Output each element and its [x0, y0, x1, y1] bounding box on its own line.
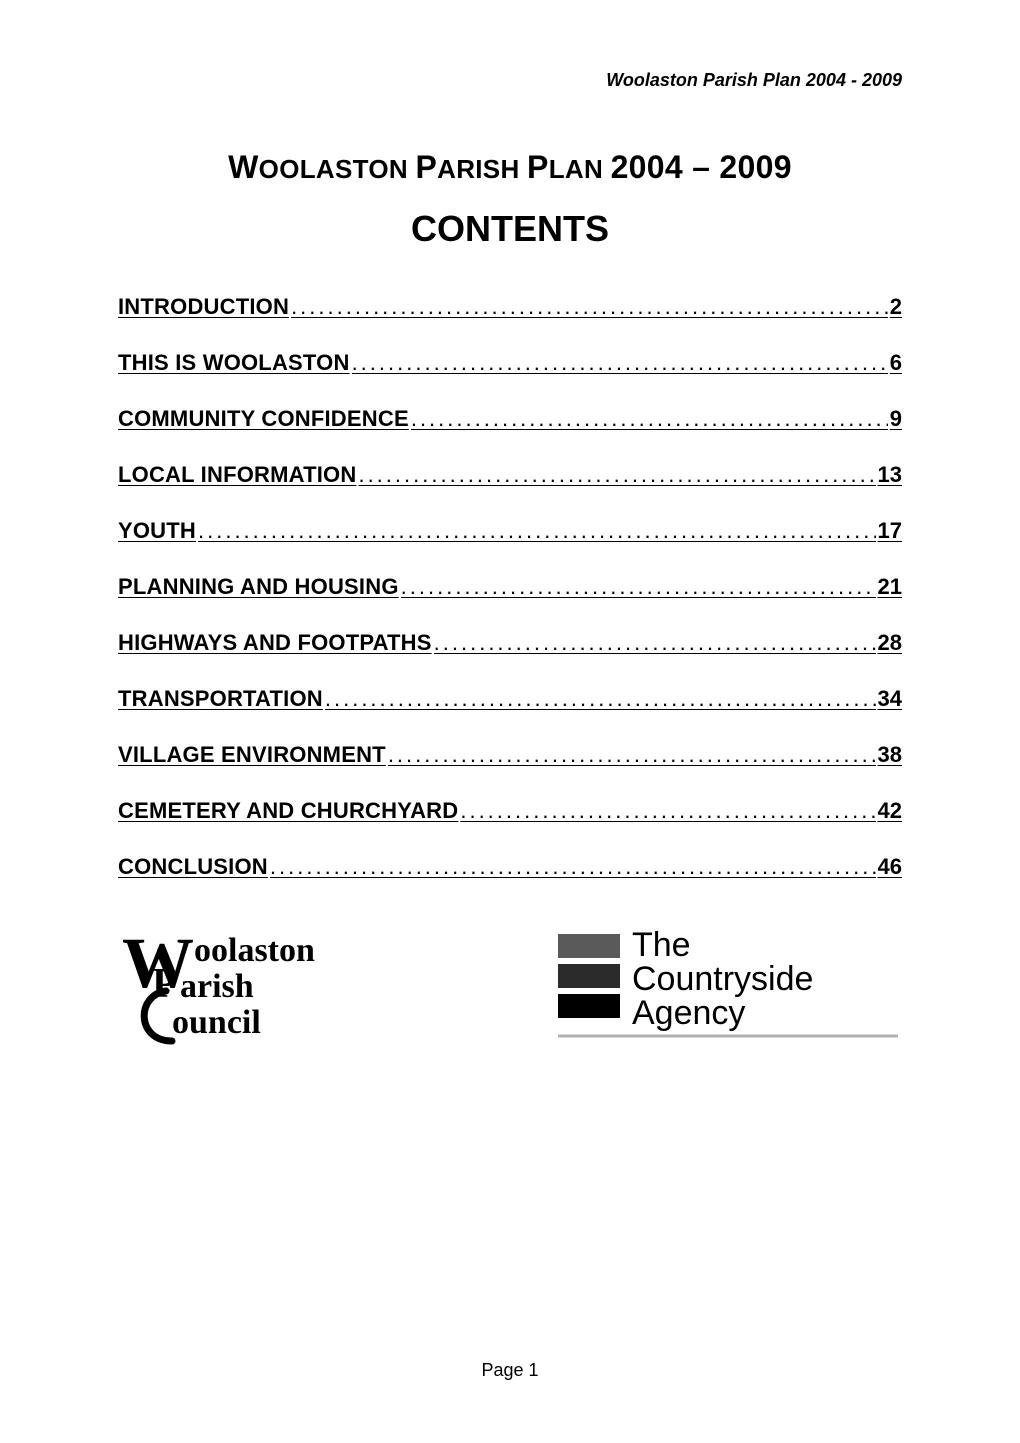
toc-leader — [388, 742, 876, 768]
page: Woolaston Parish Plan 2004 - 2009 WOOLAS… — [0, 0, 1020, 1443]
toc-row: THIS IS WOOLASTON 6 — [118, 350, 902, 376]
ca-text-agency: Agency — [632, 994, 745, 1032]
toc-label: INTRODUCTION — [118, 294, 289, 320]
wpc-logo-ouncil: ouncil — [172, 1004, 261, 1041]
title-sc: ARISH — [437, 154, 527, 184]
toc-leader — [460, 798, 875, 824]
ca-bar-3 — [558, 994, 620, 1018]
ca-text-the: The — [632, 926, 691, 964]
running-header: Woolaston Parish Plan 2004 - 2009 — [118, 70, 902, 91]
page-number: Page 1 — [0, 1360, 1020, 1381]
title-cap: P — [527, 149, 549, 185]
toc-leader — [270, 854, 876, 880]
toc-row: INTRODUCTION 2 — [118, 294, 902, 320]
title-years: 2004 – 2009 — [611, 149, 792, 185]
toc-leader — [411, 406, 888, 432]
toc-page: 38 — [878, 742, 902, 768]
toc-label: CONCLUSION — [118, 854, 268, 880]
logos-row: W oolaston P arish ouncil The Countrysid… — [118, 920, 902, 1050]
ca-bar-1 — [558, 934, 620, 958]
ca-bar-2 — [558, 964, 620, 988]
title-sc: OOLASTON — [259, 154, 416, 184]
toc-leader — [352, 350, 888, 376]
toc-label: THIS IS WOOLASTON — [118, 350, 350, 376]
toc-row: CONCLUSION 46 — [118, 854, 902, 880]
toc-page: 9 — [890, 406, 902, 432]
toc-row: LOCAL INFORMATION 13 — [118, 462, 902, 488]
toc-page: 13 — [878, 462, 902, 488]
toc-label: YOUTH — [118, 518, 196, 544]
toc-row: COMMUNITY CONFIDENCE 9 — [118, 406, 902, 432]
toc-label: HIGHWAYS AND FOOTPATHS — [118, 630, 432, 656]
toc-label: COMMUNITY CONFIDENCE — [118, 406, 409, 432]
toc-label: CEMETERY AND CHURCHYARD — [118, 798, 458, 824]
table-of-contents: INTRODUCTION 2 THIS IS WOOLASTON 6 COMMU… — [118, 294, 902, 880]
toc-page: 17 — [878, 518, 902, 544]
toc-page: 34 — [878, 686, 902, 712]
toc-leader — [325, 686, 876, 712]
toc-label: VILLAGE ENVIRONMENT — [118, 742, 386, 768]
toc-leader — [401, 574, 876, 600]
document-subtitle: CONTENTS — [118, 208, 902, 250]
toc-row: TRANSPORTATION 34 — [118, 686, 902, 712]
toc-row: YOUTH 17 — [118, 518, 902, 544]
toc-page: 42 — [878, 798, 902, 824]
title-cap: W — [228, 149, 259, 185]
woolaston-parish-council-logo: W oolaston P arish ouncil — [122, 925, 352, 1045]
toc-row: VILLAGE ENVIRONMENT 38 — [118, 742, 902, 768]
title-sc: LAN — [549, 154, 611, 184]
toc-page: 21 — [878, 574, 902, 600]
toc-row: PLANNING AND HOUSING 21 — [118, 574, 902, 600]
toc-row: HIGHWAYS AND FOOTPATHS 28 — [118, 630, 902, 656]
wpc-logo-p: P — [152, 961, 178, 1007]
toc-label: LOCAL INFORMATION — [118, 462, 356, 488]
toc-page: 28 — [878, 630, 902, 656]
toc-leader — [358, 462, 875, 488]
countryside-agency-logo: The Countryside Agency — [558, 920, 898, 1050]
toc-leader — [434, 630, 876, 656]
toc-row: CEMETERY AND CHURCHYARD 42 — [118, 798, 902, 824]
title-cap: P — [415, 149, 437, 185]
toc-leader — [198, 518, 876, 544]
toc-page: 2 — [890, 294, 902, 320]
toc-label: PLANNING AND HOUSING — [118, 574, 399, 600]
ca-text-countryside: Countryside — [632, 960, 813, 998]
wpc-logo-oolaston: oolaston — [194, 932, 315, 969]
toc-page: 6 — [890, 350, 902, 376]
toc-leader — [291, 294, 888, 320]
toc-label: TRANSPORTATION — [118, 686, 323, 712]
toc-page: 46 — [878, 854, 902, 880]
document-title: WOOLASTON PARISH PLAN 2004 – 2009 — [118, 149, 902, 186]
wpc-logo-arish: arish — [180, 968, 254, 1005]
